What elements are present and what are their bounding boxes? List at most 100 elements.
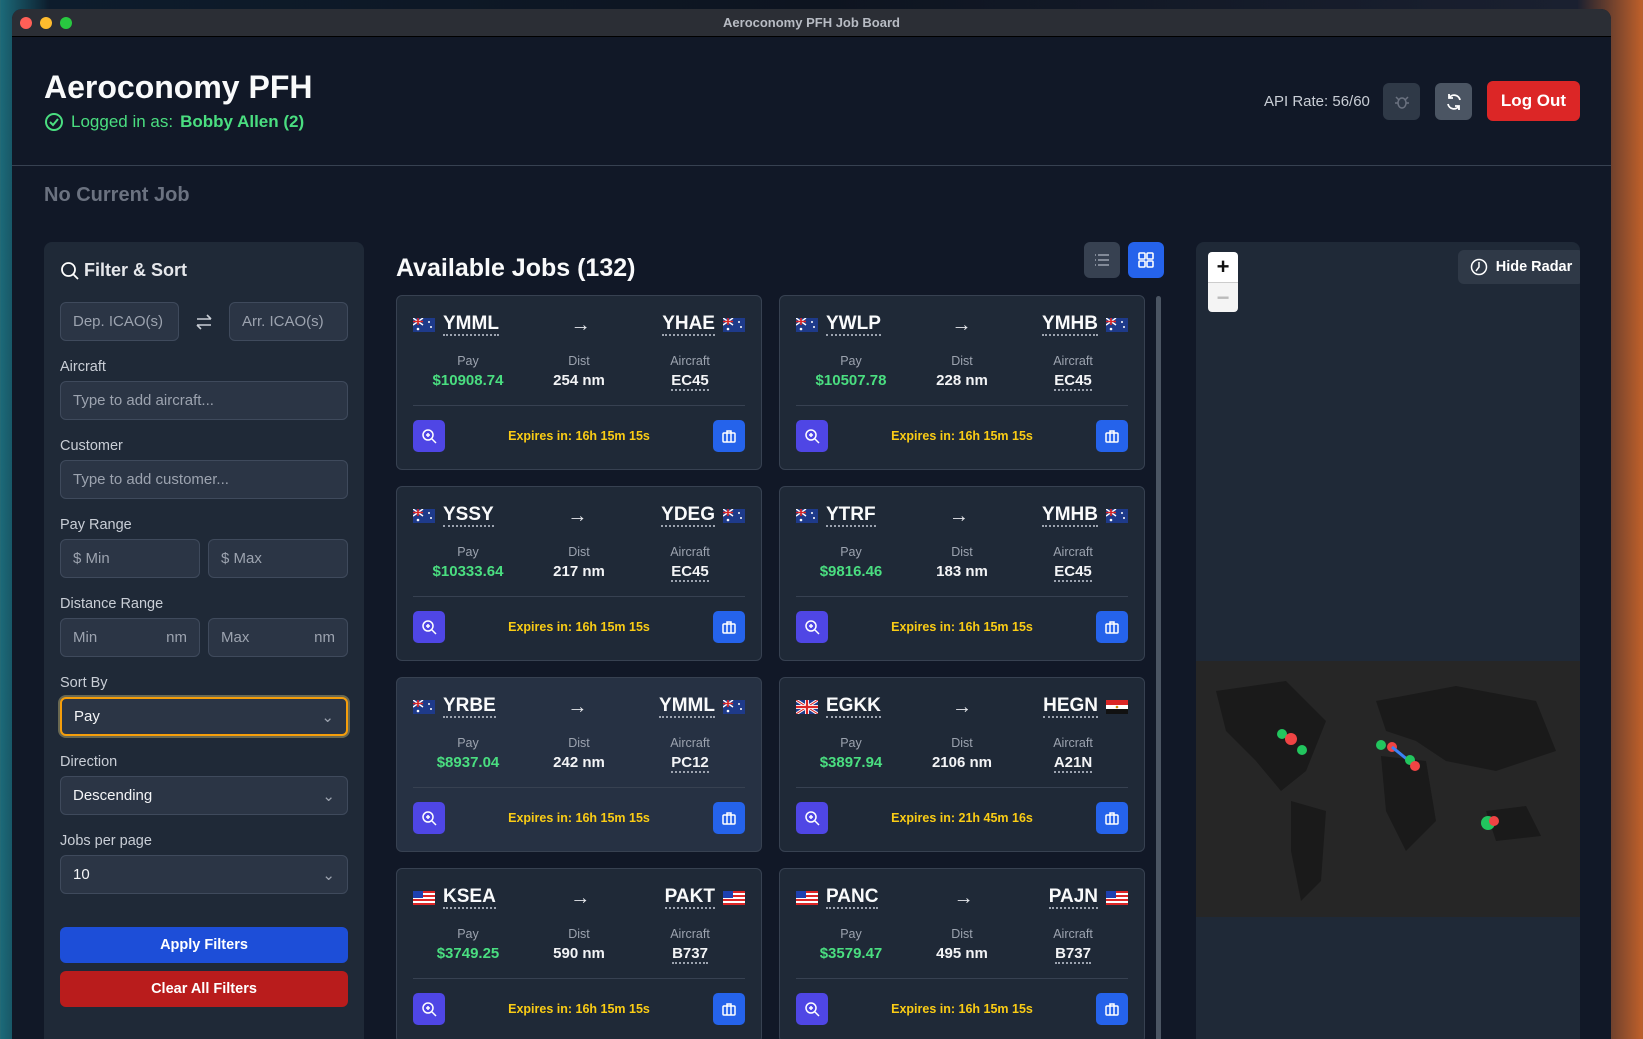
scrollbar[interactable] xyxy=(1156,296,1161,1039)
departure-code[interactable]: EGKK xyxy=(826,695,881,718)
distance-max-input[interactable]: Max nm xyxy=(208,618,348,657)
job-card[interactable]: YRBE → YMML Pay $8937.04 Dist 242 nm Aircraft PC… xyxy=(396,677,762,852)
expires-label: Expires in: xyxy=(508,1002,573,1016)
arrival-code[interactable]: HEGN xyxy=(1043,695,1098,718)
refresh-button[interactable] xyxy=(1435,83,1472,120)
pay-max-input[interactable]: $ Max xyxy=(208,539,348,578)
pay-label: Pay xyxy=(457,545,479,559)
clear-filters-button[interactable]: Clear All Filters xyxy=(60,971,348,1007)
arrival-code[interactable]: YHAE xyxy=(662,313,715,336)
aircraft-value: A21N xyxy=(1053,754,1093,773)
expires-value: 16h 15m 15s xyxy=(575,620,650,634)
per-page-select[interactable]: 10 ⌄ xyxy=(60,855,348,894)
zoom-out-button[interactable]: − xyxy=(1208,282,1238,312)
aircraft-input[interactable]: Type to add aircraft... xyxy=(60,381,348,420)
arrival: YHAE xyxy=(662,314,745,336)
arrival-code[interactable]: YDEG xyxy=(661,504,715,527)
button-text: Hide Radar xyxy=(1495,259,1573,275)
aircraft-value: B737 xyxy=(1055,945,1091,964)
flag-icon xyxy=(722,700,745,714)
departure-code[interactable]: YTRF xyxy=(826,504,876,527)
expires-value: 16h 15m 15s xyxy=(575,811,650,825)
dist-label: Dist xyxy=(568,354,590,368)
apply-filters-button[interactable]: Apply Filters xyxy=(60,927,348,963)
details-button[interactable] xyxy=(796,802,828,834)
dist-label: Dist xyxy=(951,545,973,559)
take-job-button[interactable] xyxy=(1095,420,1128,452)
logout-button[interactable]: Log Out xyxy=(1487,81,1580,121)
expires-label: Expires in: xyxy=(508,811,573,825)
flag-icon xyxy=(796,318,818,332)
job-stats: Pay $9816.46 Dist 183 nm Aircraft EC45 xyxy=(796,545,1128,597)
zoom-button[interactable] xyxy=(60,17,72,29)
take-job-button[interactable] xyxy=(1095,611,1128,643)
take-job-button[interactable] xyxy=(712,611,745,643)
expires-value: 21h 45m 16s xyxy=(958,811,1033,825)
debug-button[interactable] xyxy=(1383,83,1420,120)
take-job-button[interactable] xyxy=(1095,993,1128,1025)
arrival: PAJN xyxy=(1048,886,1128,909)
job-stats: Pay $10507.78 Dist 228 nm Aircraft EC45 xyxy=(796,354,1128,406)
job-card[interactable]: EGKK → HEGN Pay $3897.94 Dist 2106 nm Aircraft A… xyxy=(779,677,1145,852)
job-card[interactable]: YTRF → YMHB Pay $9816.46 Dist 183 nm Aircraft EC… xyxy=(779,486,1145,661)
details-button[interactable] xyxy=(796,420,828,452)
pay-min-input[interactable]: $ Min xyxy=(60,539,200,578)
job-card[interactable]: YWLP → YMHB Pay $10507.78 Dist 228 nm Aircraft E… xyxy=(779,295,1145,470)
arrival-code[interactable]: YMHB xyxy=(1042,313,1098,336)
zoom-in-button[interactable]: + xyxy=(1208,252,1238,282)
details-button[interactable] xyxy=(413,420,445,452)
route-arrow: → xyxy=(570,313,591,336)
expires: Expires in: 21h 45m 16s xyxy=(891,811,1033,825)
take-job-button[interactable] xyxy=(712,802,745,834)
arrival-input[interactable]: Arr. ICAO(s) xyxy=(229,302,348,341)
select-value: Pay xyxy=(74,708,100,725)
details-button[interactable] xyxy=(796,611,828,643)
minimize-button[interactable] xyxy=(40,17,52,29)
swap-icon[interactable] xyxy=(194,312,214,332)
job-card[interactable]: YSSY → YDEG Pay $10333.64 Dist 217 nm Aircraft E… xyxy=(396,486,762,661)
take-job-button[interactable] xyxy=(1095,802,1128,834)
hide-radar-button[interactable]: Hide Radar xyxy=(1458,250,1580,284)
departure-code[interactable]: KSEA xyxy=(443,886,496,909)
job-footer: Expires in: 16h 15m 15s xyxy=(796,993,1128,1025)
close-button[interactable] xyxy=(20,17,32,29)
details-button[interactable] xyxy=(413,802,445,834)
arrival-code[interactable]: YMML xyxy=(659,695,715,718)
details-button[interactable] xyxy=(413,993,445,1025)
job-stats: Pay $3897.94 Dist 2106 nm Aircraft A21N xyxy=(796,736,1128,788)
sort-select[interactable]: Pay ⌄ xyxy=(60,697,348,736)
dist-label: Dist xyxy=(951,736,973,750)
departure-input[interactable]: Dep. ICAO(s) xyxy=(60,302,179,341)
expires: Expires in: 16h 15m 15s xyxy=(891,620,1033,634)
list-view-button[interactable] xyxy=(1084,242,1120,278)
pay-stat: Pay $9816.46 xyxy=(796,545,906,582)
departure-code[interactable]: YMML xyxy=(443,313,499,336)
arrival-code[interactable]: YMHB xyxy=(1042,504,1098,527)
pay-value: $10908.74 xyxy=(432,372,504,389)
jobs-title: Available Jobs (132) xyxy=(396,254,636,282)
departure-code[interactable]: YRBE xyxy=(443,695,496,718)
job-card[interactable]: YMML → YHAE Pay $10908.74 Dist 254 nm Aircraft E… xyxy=(396,295,762,470)
distance-min-input[interactable]: Min nm xyxy=(60,618,200,657)
direction-select[interactable]: Descending ⌄ xyxy=(60,776,348,815)
dist-stat: Dist 217 nm xyxy=(524,545,634,582)
route-row: YTRF → YMHB xyxy=(796,503,1128,529)
arrival-code[interactable]: PAJN xyxy=(1048,886,1098,909)
take-job-button[interactable] xyxy=(712,993,745,1025)
job-card[interactable]: PANC → PAJN Pay $3579.47 Dist 495 nm Aircraft B7… xyxy=(779,868,1145,1039)
job-card[interactable]: KSEA → PAKT Pay $3749.25 Dist 590 nm Aircraft B7… xyxy=(396,868,762,1039)
departure-code[interactable]: YSSY xyxy=(443,504,494,527)
departure-code[interactable]: YWLP xyxy=(826,313,881,336)
details-button[interactable] xyxy=(413,611,445,643)
grid-view-button[interactable] xyxy=(1128,242,1164,278)
expires: Expires in: 16h 15m 15s xyxy=(508,429,650,443)
customer-input[interactable]: Type to add customer... xyxy=(60,460,348,499)
dist-stat: Dist 2106 nm xyxy=(907,736,1017,773)
expires: Expires in: 16h 15m 15s xyxy=(891,1002,1033,1016)
arrival-code[interactable]: PAKT xyxy=(664,886,715,909)
job-footer: Expires in: 21h 45m 16s xyxy=(796,802,1128,834)
take-job-button[interactable] xyxy=(712,420,745,452)
pay-value: $3579.47 xyxy=(819,945,883,962)
departure-code[interactable]: PANC xyxy=(826,886,879,909)
details-button[interactable] xyxy=(796,993,828,1025)
